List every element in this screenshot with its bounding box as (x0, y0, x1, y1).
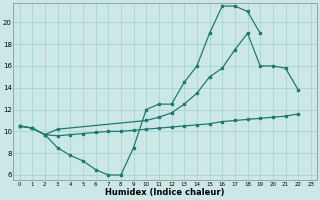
X-axis label: Humidex (Indice chaleur): Humidex (Indice chaleur) (106, 188, 225, 197)
